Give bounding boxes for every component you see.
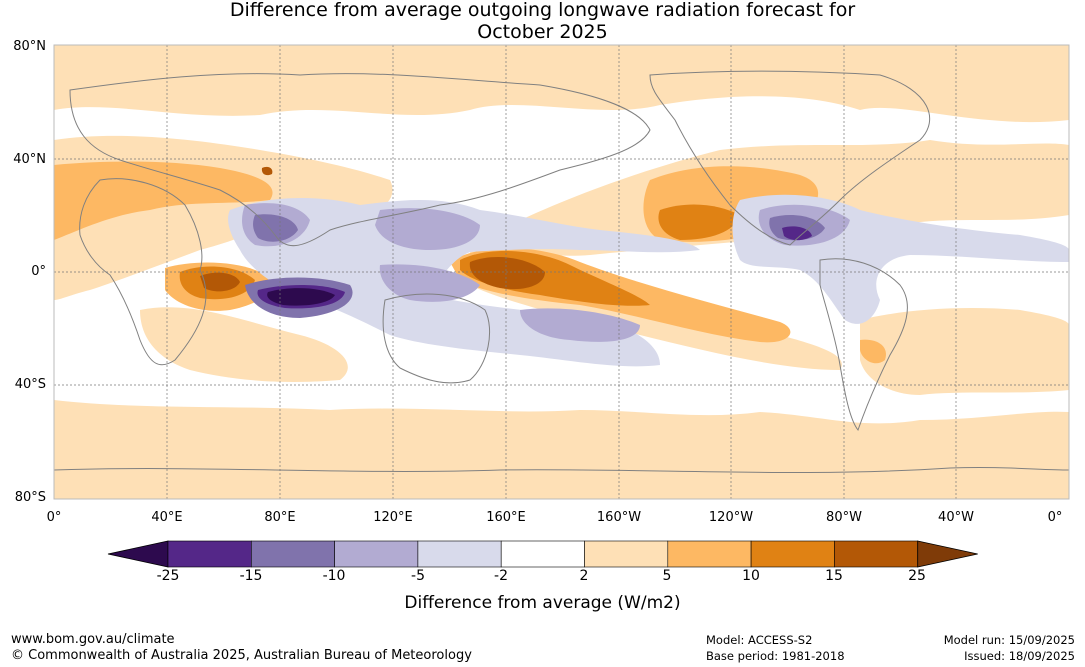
colorbar-segment	[167, 540, 252, 568]
colorbar-segment	[834, 540, 919, 568]
lat-label-40s: 40°S	[14, 377, 46, 392]
anomaly-5-10-america	[860, 339, 886, 364]
colorbar-label: Difference from average (W/m2)	[404, 593, 681, 613]
positive-anomaly-south-america	[860, 308, 1069, 395]
map-frame	[53, 44, 1070, 500]
colorbar-tick: -5	[411, 568, 425, 584]
lon-label-0-right: 0°	[1047, 510, 1063, 525]
negative-10-15-india	[253, 214, 298, 242]
south-america-outline	[819, 258, 908, 432]
anomaly-15-25-asia	[261, 166, 273, 176]
colorbar-extend-low	[107, 540, 169, 568]
lat-label-80s: 80°S	[14, 490, 46, 505]
lon-label-40e: 40°E	[151, 510, 183, 525]
website-link[interactable]: www.bom.gov.au/climate	[11, 632, 175, 647]
negative-5-10-south-pacific	[520, 308, 640, 342]
positive-anomaly-southern-ocean	[54, 400, 1069, 499]
negative-25-indian-ocean	[267, 288, 335, 306]
colorbar-tick: 5	[662, 568, 672, 584]
chart-title-line-1: Difference from average outgoing longwav…	[229, 0, 856, 21]
colorbar-tick: 2	[579, 568, 589, 584]
lon-label-160w: 160°W	[596, 510, 642, 525]
copyright-text: © Commonwealth of Australia 2025, Austra…	[11, 648, 472, 663]
colorbar	[107, 540, 978, 568]
lon-label-80w: 80°W	[826, 510, 862, 525]
lon-label-0-left: 0°	[46, 510, 62, 525]
anomaly-5-10-asia	[54, 161, 273, 240]
north-america-outline	[649, 70, 930, 246]
lat-label-40n: 40°N	[13, 152, 46, 167]
anomaly-15-25-pacific	[469, 257, 545, 290]
colorbar-segment	[500, 540, 585, 568]
lon-label-120w: 120°W	[708, 510, 754, 525]
lon-label-120e: 120°E	[373, 510, 413, 525]
colorbar-segment	[584, 540, 669, 568]
model-run-date: Model run: 15/09/2025	[943, 633, 1075, 647]
eurasia-outline	[69, 73, 651, 247]
lon-label-80e: 80°E	[264, 510, 296, 525]
positive-anomaly-north-band	[54, 45, 1069, 123]
colorbar-segment	[334, 540, 419, 568]
model-name: Model: ACCESS-S2	[706, 633, 813, 647]
lon-label-160e: 160°E	[486, 510, 526, 525]
negative-5-10-indonesia	[379, 264, 480, 302]
colorbar-tick: -2	[494, 568, 508, 584]
colorbar-tick: -25	[156, 568, 180, 584]
positive-anomaly-indian-ocean	[140, 307, 348, 382]
antarctica-outline	[54, 466, 1069, 474]
colorbar-tick: -10	[322, 568, 346, 584]
chart-title-line-2: October 2025	[477, 21, 608, 43]
gridlines	[54, 45, 1069, 499]
lat-label-80n: 80°N	[13, 39, 46, 54]
anomaly-15-25-africa	[200, 272, 240, 292]
colorbar-tick: -15	[239, 568, 263, 584]
colorbar-tick: 25	[908, 568, 926, 584]
colorbar-tick: 15	[825, 568, 843, 584]
colorbar-extend-high	[917, 540, 978, 568]
colorbar-segment	[667, 540, 752, 568]
australia-outline	[382, 293, 491, 384]
colorbar-segment	[417, 540, 502, 568]
issued-date: Issued: 18/09/2025	[964, 649, 1075, 663]
colorbar-tick: 10	[742, 568, 760, 584]
base-period: Base period: 1981-2018	[706, 649, 845, 663]
coastlines	[54, 70, 1069, 474]
negative-5-10-south-china-sea	[375, 208, 480, 250]
lat-label-equator: 0°	[31, 264, 46, 279]
colorbar-segment	[251, 540, 335, 568]
lon-label-40w: 40°W	[938, 510, 974, 525]
africa-outline	[79, 178, 207, 366]
colorbar-segment	[750, 540, 835, 568]
anomaly-fields	[54, 45, 1069, 499]
anomaly-10-15-central-pacific	[658, 204, 740, 240]
negative-15-25-caribbean	[782, 226, 812, 241]
